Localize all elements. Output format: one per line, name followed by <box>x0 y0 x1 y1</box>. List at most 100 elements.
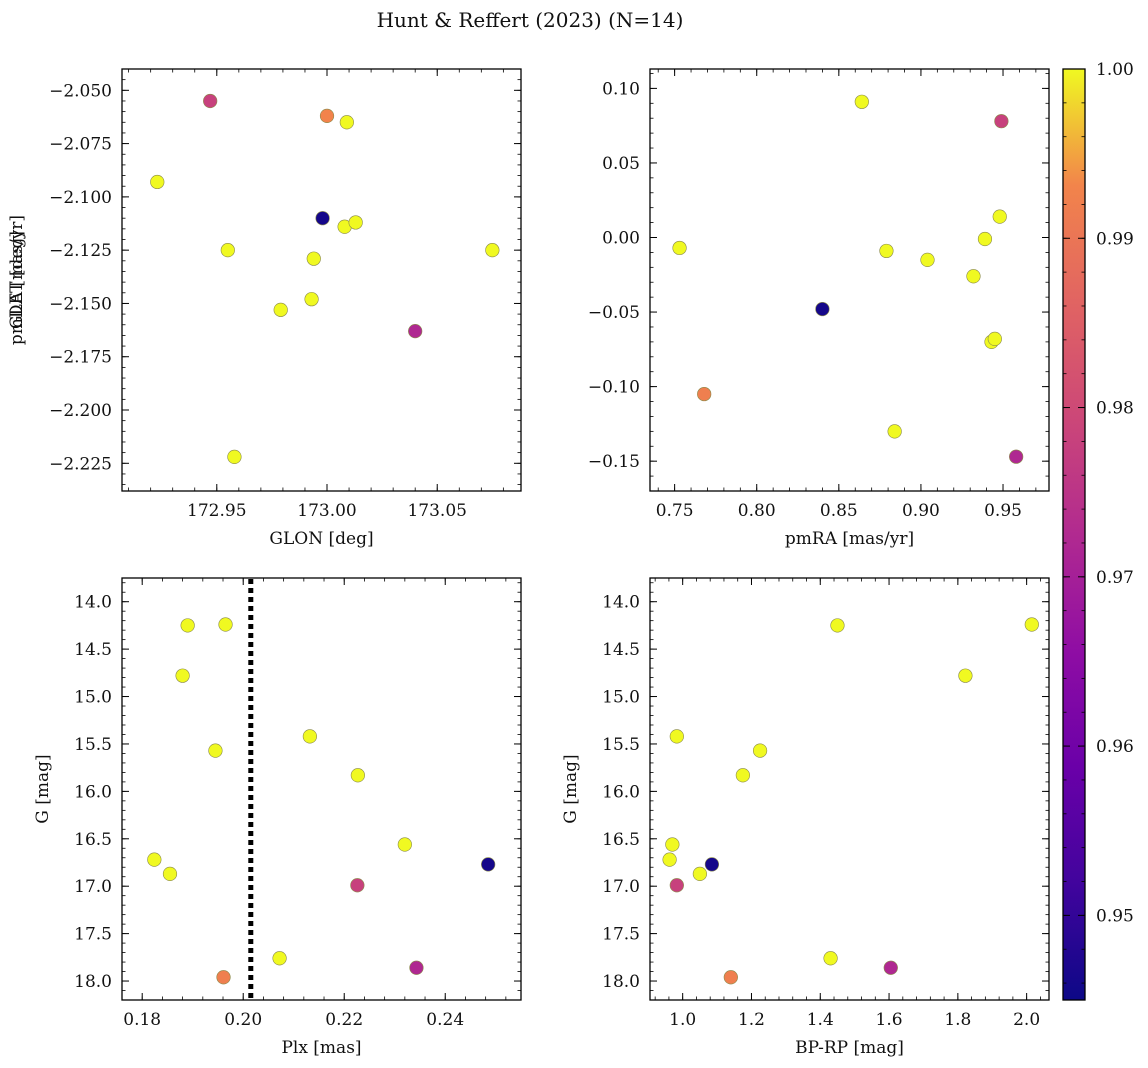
y-tick-label: 14.5 <box>74 640 112 660</box>
data-point <box>735 768 750 783</box>
data-point <box>854 94 869 109</box>
data-point <box>665 837 680 852</box>
data-point <box>147 852 162 867</box>
x-tick-label: 0.95 <box>984 501 1022 521</box>
colorbar-gradient <box>1062 68 1086 1001</box>
data-point <box>887 424 902 439</box>
data-point <box>823 951 838 966</box>
axes-frame <box>121 68 522 492</box>
y-tick-label: 0.10 <box>602 79 640 99</box>
data-point <box>977 231 993 247</box>
data-point <box>203 93 218 109</box>
axes-frame <box>649 68 1050 492</box>
colorbar-tick-label: 0.96 <box>1096 737 1134 757</box>
data-point <box>723 970 738 985</box>
y-axis-label: pmDE [mas/yr] <box>7 215 27 345</box>
data-point <box>883 960 898 975</box>
y-tick-label: 0.05 <box>602 154 640 174</box>
y-tick-label: 16.5 <box>74 830 112 850</box>
data-point <box>692 866 707 881</box>
y-axis-label: G [mag] <box>33 754 53 823</box>
figure-title: Hunt & Reffert (2023) (N=14) <box>377 8 684 32</box>
y-tick-label: 17.5 <box>602 925 640 945</box>
y-tick-label: 15.5 <box>602 735 640 755</box>
data-point <box>218 617 233 632</box>
axes-frame <box>121 577 522 1001</box>
y-tick-label: 16.0 <box>602 782 640 802</box>
y-tick-label: 15.0 <box>602 688 640 708</box>
x-axis-label: GLON [deg] <box>269 529 373 549</box>
data-point <box>1024 617 1039 632</box>
data-point <box>1009 449 1024 464</box>
y-tick-label: 17.0 <box>74 877 112 897</box>
x-tick-label: 173.05 <box>407 501 466 521</box>
data-point <box>272 951 287 966</box>
x-tick-label: 1.4 <box>807 1010 834 1030</box>
y-tick-label: 18.0 <box>74 972 112 992</box>
y-tick-label: −0.15 <box>588 452 640 472</box>
colorbar: 0.95 0.96 0.97 0.98 0.99 1.00 <box>1062 60 1134 1001</box>
x-tick-label: 172.95 <box>187 501 246 521</box>
x-tick-label: 0.18 <box>123 1010 161 1030</box>
data-point <box>350 768 365 783</box>
data-point <box>879 243 894 259</box>
data-point <box>994 114 1009 129</box>
data-point <box>306 251 321 266</box>
y-tick-label: −2.050 <box>49 81 112 101</box>
y-tick-label: 14.0 <box>602 593 640 613</box>
data-point <box>180 618 195 633</box>
y-tick-label: 18.0 <box>602 972 640 992</box>
y-tick-label: −0.10 <box>588 378 640 398</box>
data-point <box>273 302 288 317</box>
data-point <box>992 209 1007 224</box>
data-point <box>162 866 178 881</box>
y-tick-label: 16.5 <box>602 830 640 850</box>
panel-top-left: 172.95 173.00 173.05 −2.050 −2.075 −2.100 −2.1… <box>7 68 522 549</box>
y-tick-label: −2.075 <box>49 135 112 155</box>
y-tick-label: −2.200 <box>49 401 112 421</box>
x-axis-label: Plx [mas] <box>281 1038 361 1058</box>
x-tick-label: 0.85 <box>820 501 858 521</box>
data-point <box>315 211 330 226</box>
data-point <box>669 878 684 893</box>
panel-top-right: 0.75 0.80 0.85 0.90 0.95 0.10 0.05 0.00 −0.05 −0.… <box>7 68 1050 549</box>
data-point <box>150 174 165 190</box>
data-point <box>920 252 935 267</box>
data-point <box>481 857 496 872</box>
colorbar-tick-label: 0.99 <box>1096 229 1134 249</box>
x-tick-label: 2.0 <box>1013 1010 1040 1030</box>
data-point <box>987 331 1002 347</box>
x-tick-label: 1.2 <box>738 1010 765 1030</box>
y-tick-label: 14.0 <box>74 593 112 613</box>
data-point <box>830 618 845 633</box>
x-tick-label: 0.20 <box>224 1010 262 1030</box>
y-tick-label: 17.5 <box>74 925 112 945</box>
axes-frame <box>649 577 1050 1001</box>
data-point <box>175 668 190 683</box>
x-tick-label: 0.24 <box>426 1010 464 1030</box>
x-tick-label: 1.6 <box>876 1010 903 1030</box>
x-tick-label: 0.80 <box>738 501 776 521</box>
data-point <box>408 324 423 339</box>
x-tick-label: 1.0 <box>669 1010 696 1030</box>
y-tick-label: 16.0 <box>74 782 112 802</box>
data-point <box>220 243 235 258</box>
x-tick-label: 0.75 <box>656 501 694 521</box>
x-tick-label: 0.90 <box>902 501 940 521</box>
colorbar-tick-label: 0.95 <box>1096 906 1134 926</box>
y-tick-label: −2.125 <box>49 241 112 261</box>
data-point <box>304 292 319 307</box>
data-point <box>704 857 720 872</box>
data-point <box>669 729 684 744</box>
data-point <box>397 837 412 852</box>
y-tick-label: 14.5 <box>602 640 640 660</box>
data-point <box>966 269 981 284</box>
y-tick-label: −0.05 <box>588 303 640 323</box>
y-tick-label: −2.100 <box>49 188 112 208</box>
data-point <box>302 729 317 744</box>
colorbar-tick-label: 0.97 <box>1096 568 1134 588</box>
y-axis-label: G [mag] <box>561 754 581 823</box>
data-point <box>208 743 223 758</box>
colorbar-tick-label: 0.98 <box>1096 399 1134 419</box>
